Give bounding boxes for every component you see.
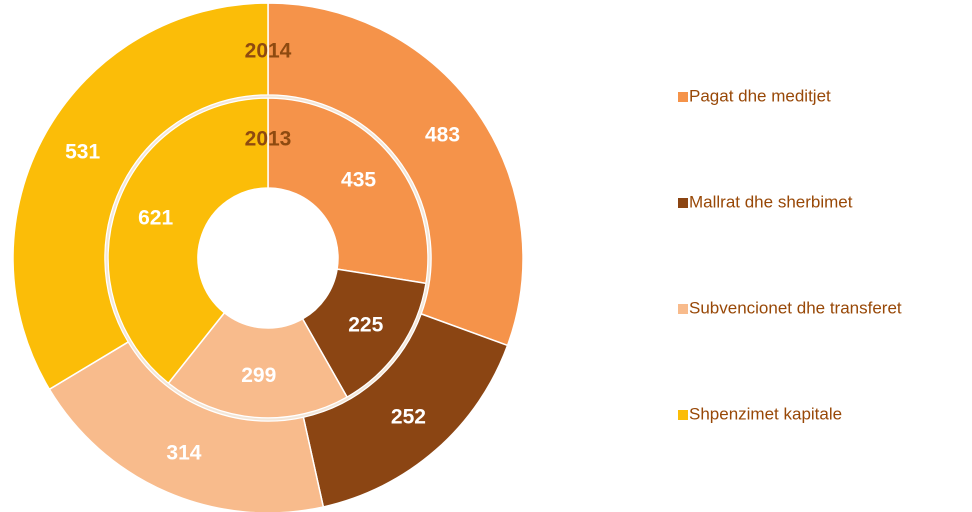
slice [267, 2, 524, 347]
data-label: 435 [341, 168, 376, 191]
data-label: 531 [65, 141, 100, 164]
legend-label: Mallrat dhe sherbimet [689, 192, 853, 211]
ring-label: 2013 [245, 128, 292, 151]
data-label: 299 [241, 364, 276, 387]
data-label: 621 [138, 206, 173, 229]
slice [12, 2, 269, 391]
data-label: 314 [166, 441, 201, 464]
ring-label: 2014 [245, 40, 292, 63]
legend-marker [678, 410, 688, 420]
legend-label: Shpenzimet kapitale [689, 404, 842, 423]
data-label: 252 [391, 406, 426, 429]
slice [301, 268, 427, 399]
slice [107, 97, 269, 385]
data-label: 483 [425, 123, 460, 146]
slice [167, 311, 349, 419]
slice [267, 97, 429, 285]
ring-separator [105, 95, 431, 421]
legend-marker [678, 198, 688, 208]
legend-marker [678, 304, 688, 314]
legend-label: Subvencionet dhe transferet [689, 298, 902, 317]
legend-marker [678, 92, 688, 102]
data-label: 225 [348, 313, 383, 336]
legend-label: Pagat dhe meditjet [689, 86, 831, 105]
